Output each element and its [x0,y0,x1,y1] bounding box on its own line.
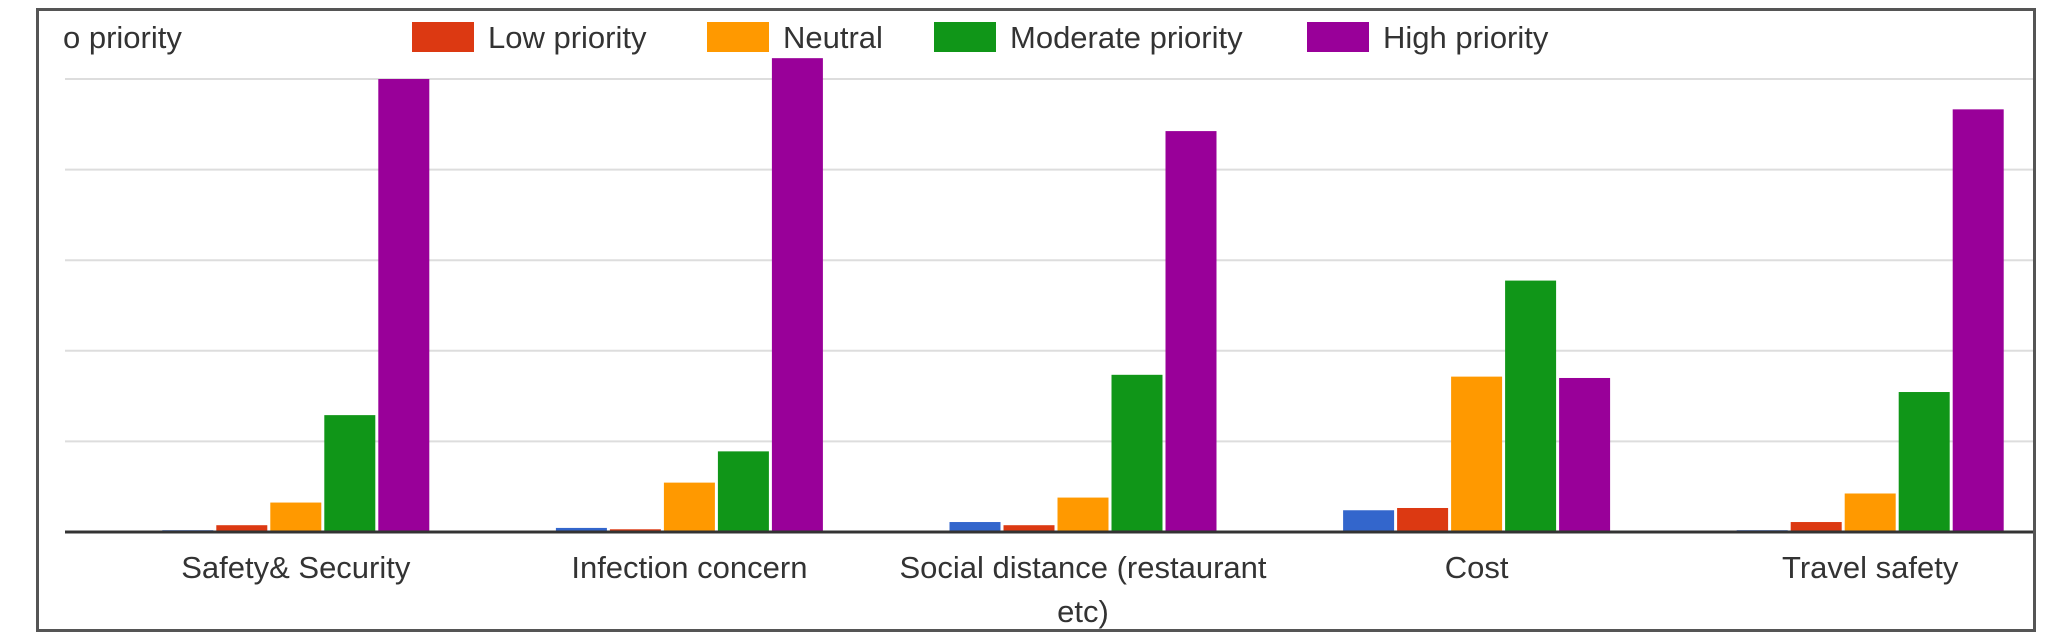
bar [717,451,769,532]
bar [1505,280,1557,532]
x-axis-tick-labels: Safety& Security Infection concern Social … [181,550,1959,629]
bar [949,522,1001,532]
bar [663,482,715,532]
legend-label: o priority [63,20,182,55]
legend-swatch [707,22,769,52]
x-tick-label: Infection concern [571,550,807,585]
bar [378,79,430,532]
bar [1898,392,1950,532]
bar [1844,493,1896,532]
gridlines [65,78,2033,443]
bar [771,58,823,533]
legend-swatch [412,22,474,52]
legend-swatch [1307,22,1369,52]
bar [555,527,607,532]
legend-label: High priority [1383,20,1549,55]
legend-label: Neutral [783,20,883,55]
bar [1952,109,2004,532]
legend: o priority Low priority Neutral Moderate pr… [63,20,1549,55]
x-tick-label: Safety& Security [181,550,411,585]
chart-frame: o priority Low priority Neutral Moderate pr… [36,8,2036,632]
legend-label: Moderate priority [1010,20,1243,55]
bar [1343,510,1395,532]
bar [1003,525,1055,532]
bars [162,58,2004,533]
bar [270,502,322,532]
bar [324,415,376,532]
bar [1397,507,1449,532]
bar [216,525,268,532]
legend-label: Low priority [488,20,647,55]
legend-swatch [934,22,996,52]
bar [1451,376,1503,532]
bar-chart: o priority Low priority Neutral Moderate pr… [63,20,2033,629]
bar [1057,497,1109,532]
x-tick-label: Cost [1445,550,1509,585]
bar [1559,377,1611,532]
bar [1111,374,1163,532]
x-tick-label: Social distance (restaurant etc) [899,550,1266,629]
bar [1165,131,1217,532]
x-tick-label: Travel safety [1782,550,1959,585]
bar [1790,522,1842,532]
